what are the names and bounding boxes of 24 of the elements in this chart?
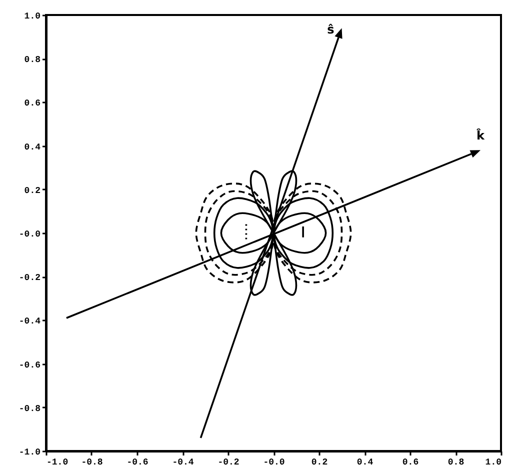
x-tick-label: -0.2	[218, 458, 240, 468]
y-tick-label: 0.2	[24, 186, 40, 196]
x-tick-label: -0.8	[81, 458, 103, 468]
y-tick-label: -1.0	[18, 448, 40, 458]
y-tick-label: -0.4	[18, 316, 42, 327]
x-tick-label: -0.4	[172, 458, 194, 468]
y-tick-label: -0.6	[18, 360, 40, 370]
annotation: k̂	[476, 128, 486, 142]
x-tick-label: 0.8	[448, 458, 464, 468]
x-tick-label: 1.0	[485, 458, 502, 468]
x-tick-label: -0.0	[263, 458, 285, 468]
x-tick-label: 0.4	[356, 458, 374, 468]
y-tick-label: 0.4	[24, 142, 42, 152]
x-tick-label: 0.6	[402, 458, 419, 468]
y-tick-label: 0.8	[24, 55, 40, 66]
y-tick-label: -0.8	[18, 404, 40, 414]
x-tick-label: -1.0	[46, 458, 68, 468]
y-tick-label: 1.0	[24, 12, 40, 22]
y-tick-label: -0.2	[18, 273, 40, 284]
x-tick-label: -0.6	[126, 458, 148, 468]
y-tick-label: 0.6	[24, 98, 40, 109]
annotation: ŝ	[327, 22, 334, 36]
y-tick-label: -0.0	[18, 230, 40, 240]
x-tick-label: 0.2	[311, 458, 328, 468]
